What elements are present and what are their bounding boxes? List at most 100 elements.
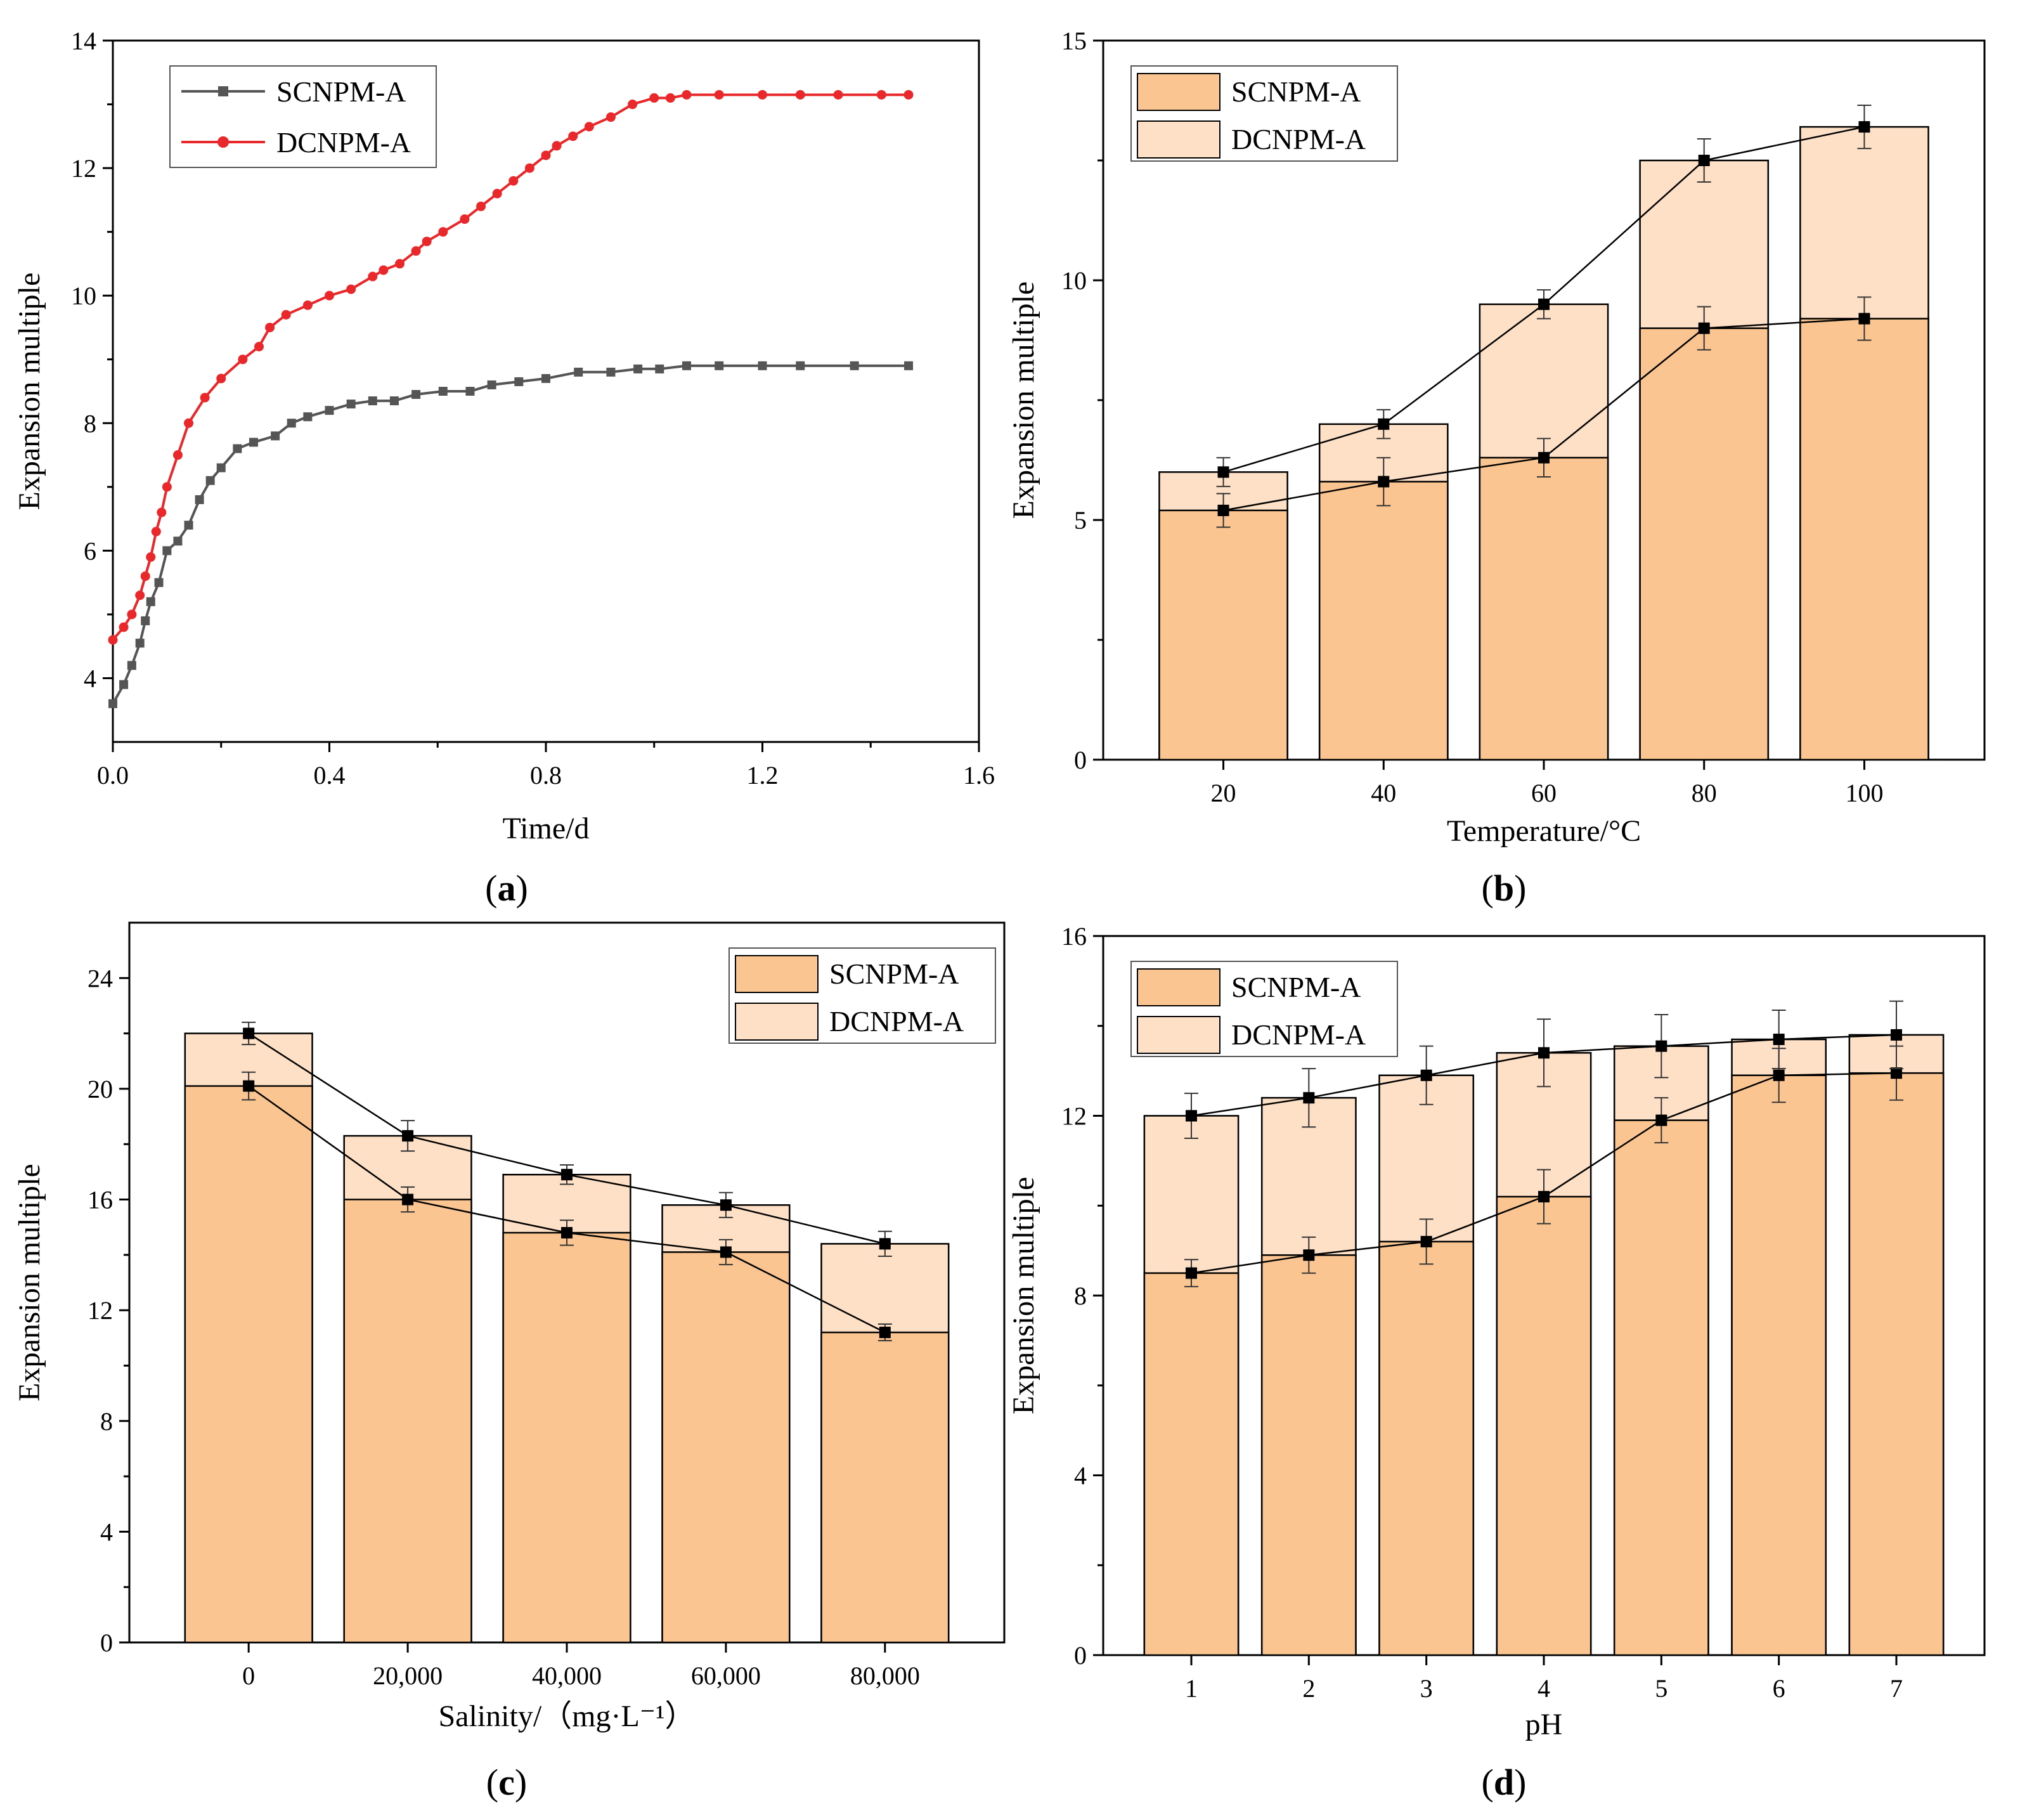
data-point	[368, 271, 378, 282]
data-point	[325, 290, 334, 301]
y-tick-label: 8	[84, 409, 96, 438]
data-point	[1186, 1267, 1197, 1279]
data-point	[146, 597, 155, 606]
data-point	[758, 361, 767, 370]
data-point	[514, 377, 524, 386]
data-point	[394, 259, 405, 269]
y-tick-label: 20	[87, 1075, 113, 1103]
y-tick-label: 10	[71, 282, 96, 310]
legend-label: SCNPM-A	[1231, 971, 1361, 1003]
data-point	[127, 609, 137, 620]
data-point	[271, 431, 280, 441]
data-point	[1698, 155, 1710, 166]
x-tick-label: 20	[1211, 779, 1236, 807]
data-point	[714, 89, 724, 100]
data-point	[1538, 452, 1550, 464]
data-point	[402, 1193, 414, 1206]
legend-swatch	[1137, 968, 1220, 1006]
data-point	[904, 361, 914, 370]
legend-label: DCNPM-A	[1231, 1018, 1366, 1051]
y-axis-title: Expansion multiple	[13, 1164, 46, 1401]
y-tick-label: 8	[100, 1407, 113, 1436]
x-tick-label: 0	[242, 1661, 255, 1690]
data-point	[254, 342, 264, 352]
data-point	[1773, 1034, 1785, 1046]
bar-scnpm-a	[1731, 1074, 1827, 1656]
data-point	[146, 552, 156, 562]
data-point	[1538, 298, 1550, 310]
data-point	[833, 89, 843, 100]
y-tick-label: 4	[1074, 1462, 1087, 1490]
y-tick-label: 15	[1061, 27, 1087, 55]
panel-label-a: (a)	[485, 868, 528, 909]
bar-scnpm-a	[1143, 1272, 1240, 1656]
data-point	[243, 1027, 255, 1039]
x-tick-label: 1.6	[963, 761, 995, 790]
bar-scnpm-a	[820, 1331, 950, 1644]
legend-label: SCNPM-A	[276, 75, 406, 108]
data-point	[108, 699, 117, 708]
x-axis-title: Time/d	[503, 812, 590, 845]
data-point	[903, 89, 914, 100]
y-tick-label: 6	[84, 536, 96, 565]
bar-scnpm-a	[502, 1232, 631, 1644]
data-point	[422, 237, 432, 247]
legend-label: DCNPM-A	[1231, 123, 1366, 155]
data-point	[715, 361, 724, 370]
data-point	[1420, 1069, 1432, 1081]
x-tick-label: 60	[1531, 779, 1557, 807]
data-point	[476, 201, 486, 211]
data-point	[1538, 1047, 1550, 1059]
x-tick-label: 2	[1302, 1674, 1315, 1703]
data-point	[605, 112, 616, 122]
y-tick-label: 12	[71, 154, 96, 183]
data-point	[195, 495, 204, 504]
data-point	[628, 100, 638, 110]
x-tick-label: 80,000	[850, 1661, 920, 1690]
y-tick-label: 16	[1061, 922, 1087, 951]
panel-label-b: (b)	[1482, 868, 1527, 909]
data-point	[541, 150, 551, 160]
data-point	[411, 246, 421, 256]
x-axis-title: Salinity/（mg·L⁻¹）	[438, 1700, 695, 1733]
x-tick-label: 4	[1538, 1674, 1550, 1703]
data-point	[1186, 1110, 1197, 1122]
data-point	[216, 463, 226, 472]
legend-label: SCNPM-A	[1231, 75, 1361, 108]
y-tick-label: 0	[1074, 746, 1087, 774]
data-point	[508, 176, 519, 186]
legend-marker	[218, 86, 228, 96]
bar-scnpm-a	[1260, 1254, 1357, 1656]
data-point	[665, 93, 675, 103]
bar-scnpm-a	[661, 1251, 791, 1644]
data-point	[151, 526, 161, 536]
x-tick-label: 3	[1420, 1674, 1433, 1703]
y-axis-title: Expansion multiple	[1007, 282, 1040, 519]
y-tick-label: 0	[1074, 1641, 1087, 1670]
y-tick-label: 10	[1061, 266, 1087, 295]
data-point	[368, 396, 377, 406]
legend-swatch	[1137, 120, 1220, 159]
data-point	[287, 419, 296, 428]
y-tick-label: 14	[71, 27, 96, 55]
data-point	[1698, 322, 1710, 334]
y-tick-label: 4	[100, 1518, 113, 1546]
chart-panel-c: 0 4 8 12 16 20 24 Expansion multiple Salinity/（m…	[13, 921, 1006, 1733]
data-point	[438, 387, 448, 396]
data-point	[135, 590, 145, 601]
data-point	[172, 450, 183, 460]
y-tick-label: 5	[1074, 506, 1087, 535]
x-tick-label: 5	[1655, 1674, 1667, 1703]
data-point	[302, 300, 313, 310]
data-point	[1891, 1029, 1902, 1041]
data-point	[879, 1327, 891, 1339]
bar-scnpm-a	[1799, 318, 1929, 761]
data-point	[1378, 418, 1390, 430]
data-point	[249, 438, 258, 447]
data-point	[265, 322, 275, 332]
data-point	[561, 1169, 573, 1181]
data-point	[119, 622, 129, 632]
data-point	[682, 361, 691, 370]
data-point	[758, 89, 767, 100]
legend-swatch	[735, 955, 819, 993]
